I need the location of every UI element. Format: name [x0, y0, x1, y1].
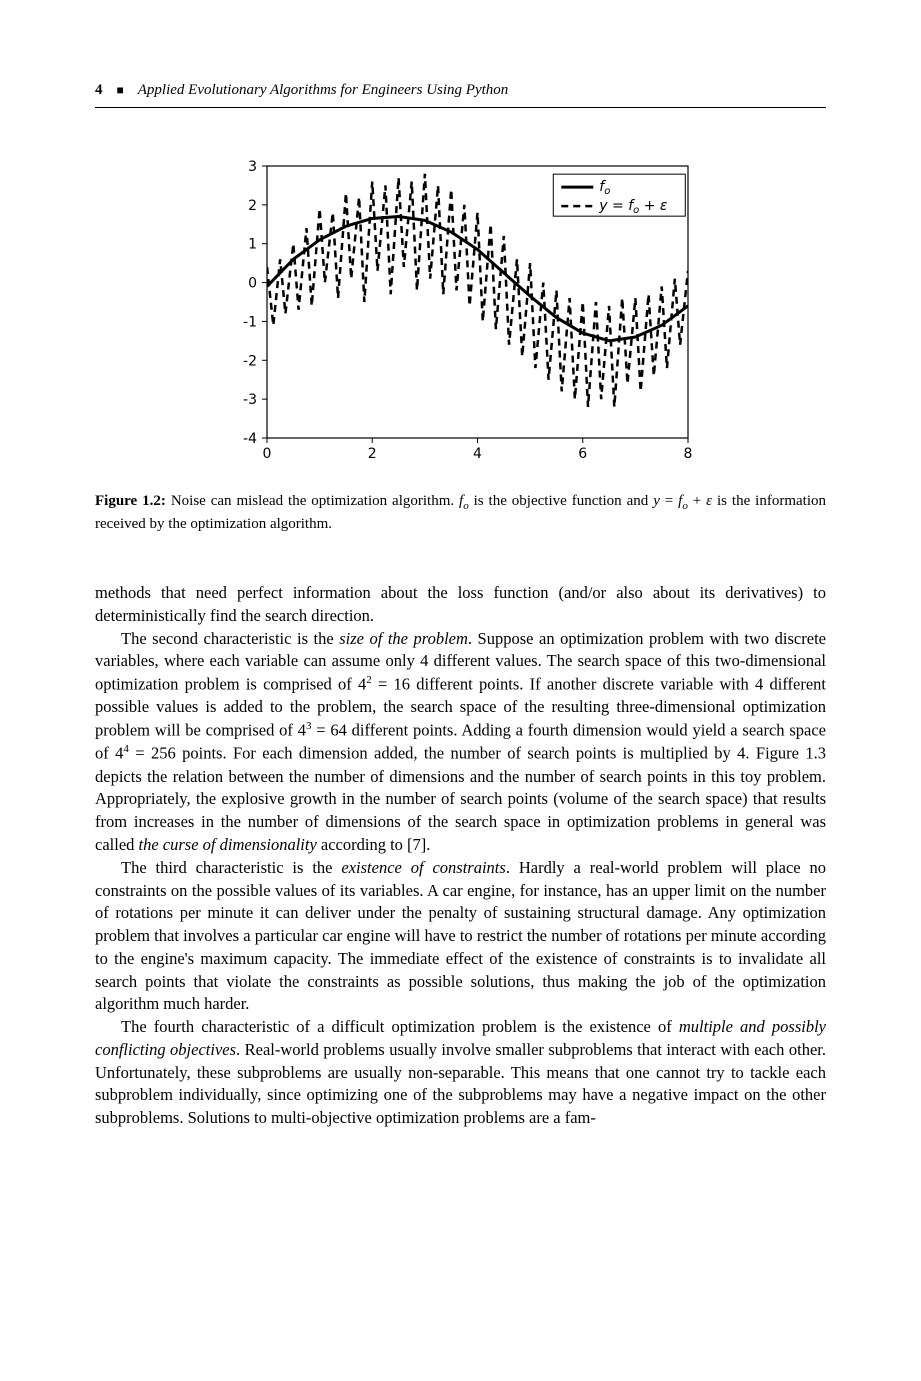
svg-text:y = fo + ε: y = fo + ε [598, 198, 668, 216]
paragraph-3: The third characteristic is the existenc… [95, 857, 826, 1016]
page-header: 4 ■ Applied Evolutionary Algorithms for … [95, 82, 826, 99]
book-title: Applied Evolutionary Algorithms for Engi… [138, 82, 509, 99]
svg-text:-1: -1 [243, 314, 257, 330]
svg-text:2: 2 [248, 198, 257, 214]
svg-text:2: 2 [368, 446, 377, 462]
svg-text:-4: -4 [243, 431, 257, 447]
svg-text:-2: -2 [243, 353, 257, 369]
svg-text:6: 6 [578, 446, 587, 462]
paragraph-2: The second characteristic is the size of… [95, 628, 826, 857]
svg-text:8: 8 [684, 446, 693, 462]
noise-chart: 02468-4-3-2-10123foy = fo + ε [223, 158, 698, 473]
header-marker: ■ [117, 83, 124, 98]
header-rule [95, 107, 826, 108]
page-number: 4 [95, 82, 103, 99]
svg-text:0: 0 [263, 446, 272, 462]
figure-label: Figure 1.2: [95, 493, 166, 509]
paragraph-1: methods that need perfect information ab… [95, 582, 826, 628]
svg-text:3: 3 [248, 159, 257, 175]
svg-text:1: 1 [248, 237, 257, 253]
body-text: methods that need perfect information ab… [95, 582, 826, 1130]
svg-text:-3: -3 [243, 392, 257, 408]
figure-caption: Figure 1.2: Noise can mislead the optimi… [95, 491, 826, 534]
svg-text:4: 4 [473, 446, 482, 462]
svg-text:0: 0 [248, 276, 257, 292]
paragraph-4: The fourth characteristic of a difficult… [95, 1016, 826, 1130]
